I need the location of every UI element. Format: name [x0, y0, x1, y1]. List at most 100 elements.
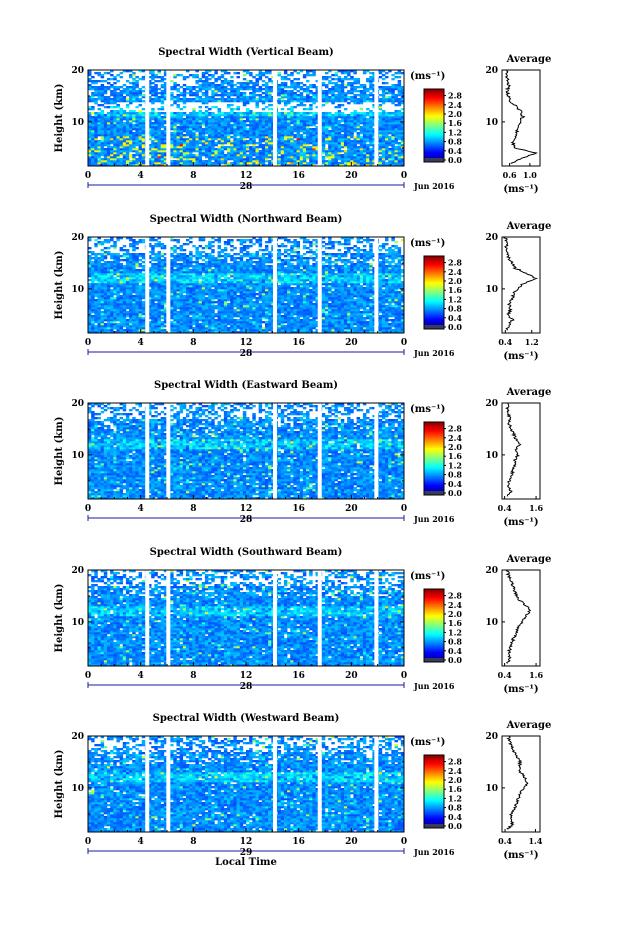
heatmap-cell: [242, 152, 247, 155]
heatmap-cell: [103, 88, 108, 91]
heatmap-cell: [94, 315, 98, 318]
heatmap-cell: [227, 92, 231, 95]
heatmap-cell: [223, 164, 228, 167]
heatmap-cell: [312, 162, 316, 165]
heatmap-cell: [236, 100, 240, 103]
heatmap-cell: [195, 90, 199, 93]
heatmap-cell: [252, 323, 256, 326]
heatmap-cell: [340, 86, 345, 89]
heatmap-cell: [325, 329, 329, 332]
heatmap-cell: [337, 158, 342, 161]
heatmap-cell: [201, 72, 206, 75]
heatmap-cell: [306, 152, 310, 155]
heatmap-cell: [138, 124, 143, 127]
heatmap-cell: [233, 94, 237, 97]
heatmap-cell: [249, 146, 253, 149]
heatmap-cell: [151, 108, 155, 111]
heatmap-cell: [340, 162, 345, 165]
heatmap-cell: [356, 124, 361, 127]
x-tick-label: 0: [85, 171, 91, 181]
heatmap-cell: [211, 142, 215, 145]
heatmap-cell: [106, 112, 111, 115]
heatmap-cell: [132, 144, 136, 147]
heatmap-cell: [233, 142, 237, 145]
heatmap-cell: [135, 118, 139, 121]
heatmap-cell: [366, 317, 370, 320]
heatmap-cell: [340, 331, 345, 334]
heatmap-cell: [189, 120, 193, 123]
heatmap-cell: [211, 92, 215, 95]
heatmap-cell: [353, 112, 357, 115]
heatmap-cell: [204, 311, 209, 314]
heatmap-cell: [132, 138, 136, 141]
heatmap-cell: [328, 321, 332, 324]
heatmap-cell: [264, 311, 269, 314]
heatmap-cell: [261, 331, 266, 334]
heatmap-cell: [103, 100, 108, 103]
heatmap-cell: [106, 86, 111, 89]
heatmap-cell: [261, 98, 266, 101]
heatmap-cell: [381, 136, 386, 139]
heatmap-cell: [381, 114, 386, 117]
heatmap-cell: [337, 70, 342, 73]
heatmap-cell: [362, 90, 367, 93]
heatmap-cell: [299, 88, 304, 91]
heatmap-cell: [315, 311, 319, 314]
heatmap-cell: [306, 116, 310, 119]
heatmap-cell: [227, 140, 231, 143]
heatmap-cell: [306, 150, 310, 153]
heatmap-cell: [151, 118, 155, 121]
heatmap-cell: [325, 130, 329, 133]
heatmap-cell: [246, 323, 250, 326]
heatmap-cell: [154, 124, 158, 127]
heatmap-cell: [362, 158, 367, 161]
heatmap-cell: [100, 98, 105, 101]
heatmap-cell: [100, 112, 105, 115]
heatmap-cell: [204, 86, 209, 89]
heatmap-cell: [394, 130, 398, 133]
heatmap-cell: [122, 114, 127, 117]
heatmap-cell: [388, 138, 392, 141]
heatmap-cell: [192, 114, 196, 117]
heatmap-cell: [388, 325, 392, 328]
heatmap-cell: [366, 327, 370, 330]
heatmap-cell: [122, 319, 127, 322]
heatmap-cell: [113, 122, 117, 125]
heatmap-cell: [151, 130, 155, 133]
heatmap-cell: [397, 98, 402, 101]
heatmap-cell: [369, 92, 373, 95]
heatmap-cell: [223, 327, 228, 330]
heatmap-cell: [302, 331, 307, 334]
heatmap-cell: [268, 78, 272, 81]
heatmap-cell: [331, 144, 335, 147]
heatmap-cell: [88, 100, 92, 103]
heatmap-cell: [88, 321, 92, 324]
heatmap-cell: [258, 140, 263, 143]
heatmap-cell: [88, 124, 92, 127]
heatmap-cell: [94, 120, 98, 123]
heatmap-cell: [227, 313, 231, 316]
heatmap-cell: [400, 88, 405, 91]
heatmap-cell: [309, 160, 313, 163]
heatmap-cell: [394, 327, 398, 330]
heatmap-cell: [362, 134, 367, 137]
heatmap-cell: [400, 321, 405, 324]
heatmap-cell: [388, 70, 392, 73]
heatmap-cell: [381, 78, 386, 81]
heatmap-cell: [138, 158, 143, 161]
heatmap-cell: [220, 329, 225, 332]
heatmap-cell: [236, 138, 240, 141]
heatmap-cell: [148, 126, 152, 129]
heatmap-cell: [321, 146, 326, 149]
heatmap-cell: [103, 106, 108, 109]
heatmap-cell: [220, 132, 225, 135]
heatmap-cell: [236, 144, 240, 147]
heatmap-cell: [204, 92, 209, 95]
heatmap-cell: [372, 112, 376, 115]
heatmap-cell: [366, 164, 370, 167]
heatmap-cell: [315, 126, 319, 129]
heatmap-cell: [97, 88, 101, 91]
heatmap-cell: [388, 160, 392, 163]
data-gap-stripe: [317, 70, 322, 166]
heatmap-cell: [94, 152, 98, 155]
